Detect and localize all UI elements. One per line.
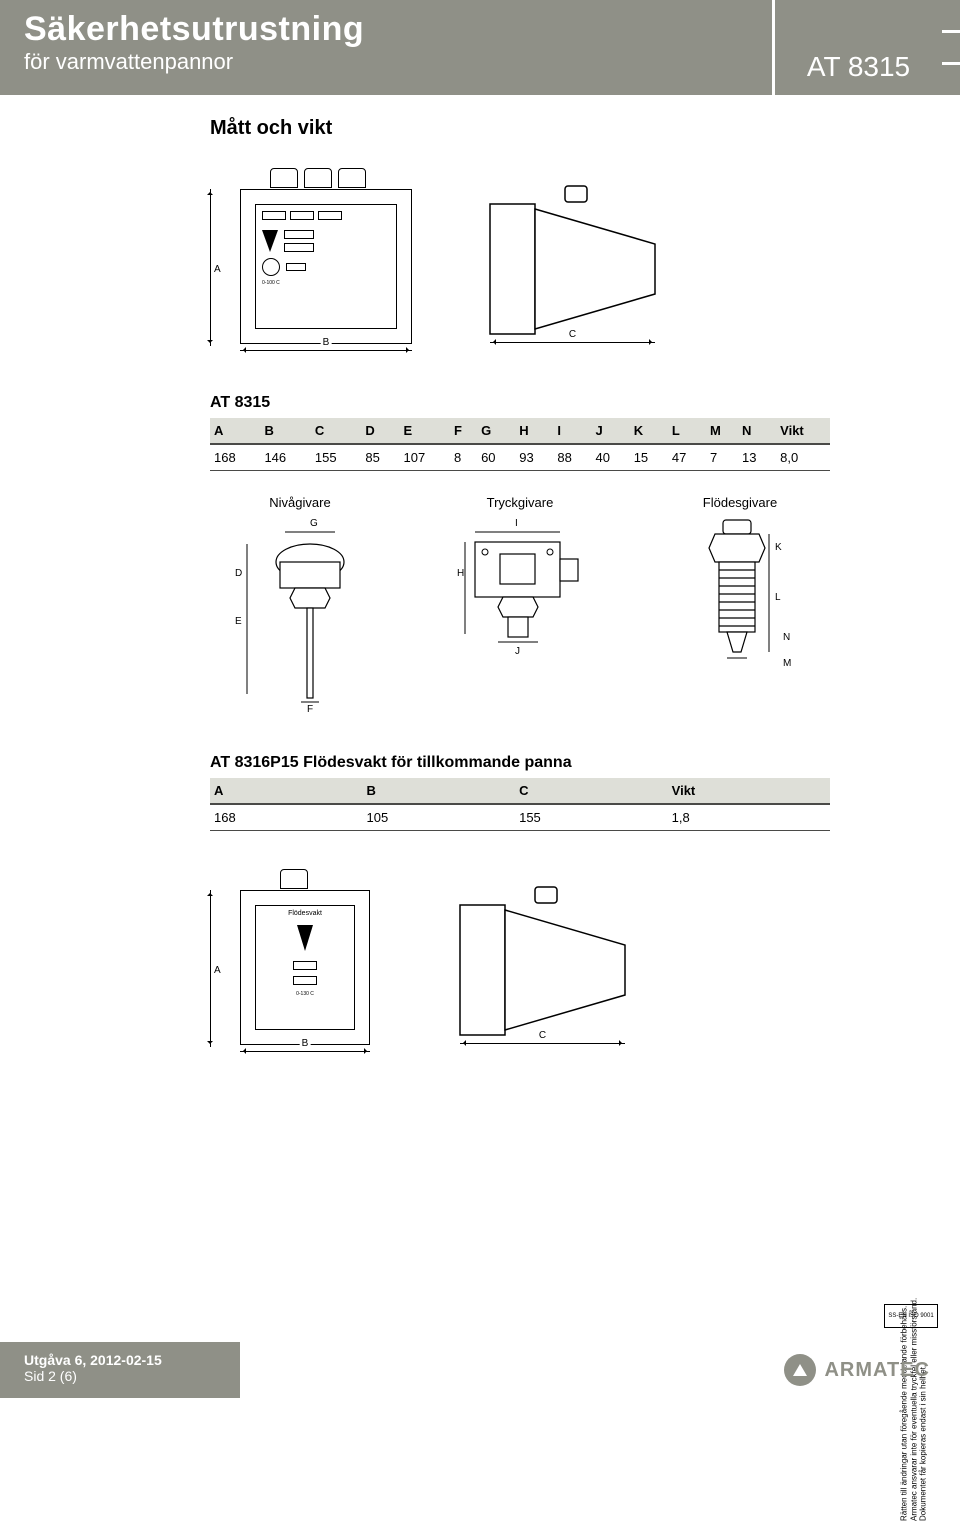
section-heading-dimensions: Mått och vikt (210, 117, 830, 140)
flodesvakt-connector (280, 869, 308, 889)
dim-label-b: B (321, 337, 332, 348)
dim-letter-l: L (775, 592, 781, 603)
sensor-pressure-label: Tryckgivare (430, 495, 610, 510)
device-panel: 0-100 C (240, 189, 412, 344)
iso-cert-badge: SS-EN ISO 9001 (884, 1304, 938, 1328)
sensor-level-drawing: G D E F (225, 514, 375, 714)
dim-letter-i: I (515, 518, 518, 529)
sensor-level-label: Nivågivare (210, 495, 390, 510)
table1-col-k: K (630, 418, 668, 444)
sensor-flow: Flödesgivare K L N M (650, 495, 830, 714)
dim2-label-a: A (214, 965, 221, 976)
sensor-flow-label: Flödesgivare (650, 495, 830, 510)
dim-letter-k: K (775, 542, 782, 553)
flodesvakt-panel: Flödesvakt 0-130 C (240, 890, 370, 1045)
table1-col-d: D (361, 418, 399, 444)
flodesvakt-side-view: C (450, 855, 650, 1065)
disclaimer-line2: Armatec ansvarar inte för eventuella try… (909, 1298, 918, 1521)
table2-col-c: C (515, 778, 668, 804)
disclaimer-line1: Rätten till ändringar utan föregående me… (899, 1306, 908, 1521)
footer-left: Utgåva 6, 2012-02-15 Sid 2 (6) (0, 1342, 240, 1398)
flodesvakt-front-view: A Flödesvakt 0-130 C B (210, 855, 400, 1065)
header-code: AT 8315 (772, 0, 942, 95)
disclaimer-vertical: Rätten till ändringar utan föregående me… (899, 1298, 928, 1521)
header-subtitle: för varmvattenpannor (24, 49, 748, 75)
armatec-logo-text: ARMATEC (824, 1359, 930, 1382)
flodesvakt-panel-label: Flödesvakt (256, 910, 354, 917)
table1-header-row: A B C D E F G H I J K L M N Vikt (210, 418, 830, 444)
dim2-b-line: B (240, 1051, 370, 1065)
dim-letter-n: N (783, 632, 790, 643)
table2-data-row: 168 105 155 1,8 (210, 804, 830, 831)
table1-col-f: F (450, 418, 477, 444)
table1-col-i: I (553, 418, 591, 444)
dim-label-a: A (214, 264, 221, 275)
dim-letter-j: J (515, 646, 520, 657)
dim-letter-e: E (235, 616, 242, 627)
dim-letter-h: H (457, 568, 464, 579)
dim-letter-f: F (307, 704, 313, 714)
cert-text: SS-EN ISO 9001 (888, 1313, 933, 1319)
header-accent-bars (942, 0, 960, 95)
table1-col-m: M (706, 418, 738, 444)
table1-col-vikt: Vikt (776, 418, 830, 444)
diagram-row-flodesvakt: A Flödesvakt 0-130 C B (210, 855, 830, 1065)
table1-col-a: A (210, 418, 260, 444)
page-header: Säkerhetsutrustning för varmvattenpannor… (0, 0, 960, 95)
table1-col-c: C (311, 418, 361, 444)
table2-header-row: A B C Vikt (210, 778, 830, 804)
sensor-level: Nivågivare G D E F (210, 495, 390, 714)
dim-letter-d: D (235, 568, 242, 579)
sensor-flow-drawing: K L N M (665, 514, 815, 684)
dim-letter-m: M (783, 658, 791, 669)
table1-col-e: E (400, 418, 450, 444)
dim-label-c: C (567, 329, 578, 340)
dim-b-line: B (240, 350, 412, 364)
sensors-row: Nivågivare G D E F Tryckgivare I (210, 495, 830, 714)
footer-page: Sid 2 (6) (24, 1368, 216, 1384)
header-left: Säkerhetsutrustning för varmvattenpannor (0, 0, 772, 95)
page-footer: Utgåva 6, 2012-02-15 Sid 2 (6) ARMATEC (0, 1342, 960, 1398)
table1-col-j: J (592, 418, 630, 444)
device-connectors (270, 168, 366, 188)
flodesvakt-range: 0-130 C (262, 991, 348, 997)
dim2-c-line: C (460, 1043, 625, 1057)
sensor-pressure-drawing: I H J (445, 514, 595, 684)
dim-letter-g: G (310, 518, 318, 529)
dim2-label-c: C (537, 1030, 548, 1041)
table2-col-vikt: Vikt (668, 778, 830, 804)
table1-col-h: H (515, 418, 553, 444)
table2-col-a: A (210, 778, 363, 804)
table1-data-row: 168 146 155 85 107 8 60 93 88 40 15 47 7… (210, 444, 830, 471)
spec-table-1: A B C D E F G H I J K L M N Vikt 168 146… (210, 418, 830, 471)
diagram-row-device-views: A (210, 154, 830, 364)
table1-col-b: B (260, 418, 310, 444)
table1-col-g: G (477, 418, 515, 444)
footer-edition: Utgåva 6, 2012-02-15 (24, 1352, 216, 1368)
table2-col-b: B (363, 778, 516, 804)
table2-title: AT 8316P15 Flödesvakt för tillkommande p… (210, 754, 830, 772)
dim-c-line: C (490, 342, 655, 356)
dim2-label-b: B (300, 1038, 311, 1049)
footer-logo: ARMATEC (784, 1342, 960, 1398)
spec-table-2: A B C Vikt 168 105 155 1,8 (210, 778, 830, 831)
sensor-pressure: Tryckgivare I H J (430, 495, 610, 714)
page-content: Mått och vikt A (0, 95, 960, 1065)
header-title: Säkerhetsutrustning (24, 10, 748, 49)
armatec-logo-icon (784, 1354, 816, 1386)
table1-col-n: N (738, 418, 776, 444)
table1-col-l: L (668, 418, 706, 444)
device-front-view: A (210, 154, 440, 364)
device-side-view: C (480, 154, 680, 364)
table1-title: AT 8315 (210, 394, 830, 412)
